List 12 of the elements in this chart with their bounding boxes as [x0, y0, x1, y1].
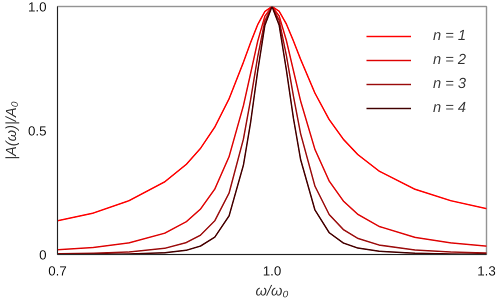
legend-label: n = 3 — [432, 76, 466, 92]
x-tick-label: 1.3 — [477, 264, 496, 278]
x-axis-title: ω/ω₀ — [255, 284, 289, 300]
x-tick-label: 0.7 — [48, 264, 67, 278]
y-axis-title: |A(ω)|/A₀ — [4, 101, 20, 160]
y-tick-label: 0.5 — [28, 124, 47, 138]
legend-label: n = 4 — [432, 100, 466, 116]
y-tick-label: 1.0 — [28, 0, 47, 14]
y-tick-label: 0 — [39, 248, 47, 262]
legend-label: n = 2 — [432, 52, 466, 68]
x-tick-label: 1.0 — [262, 264, 282, 278]
legend-label: n = 1 — [432, 28, 466, 44]
